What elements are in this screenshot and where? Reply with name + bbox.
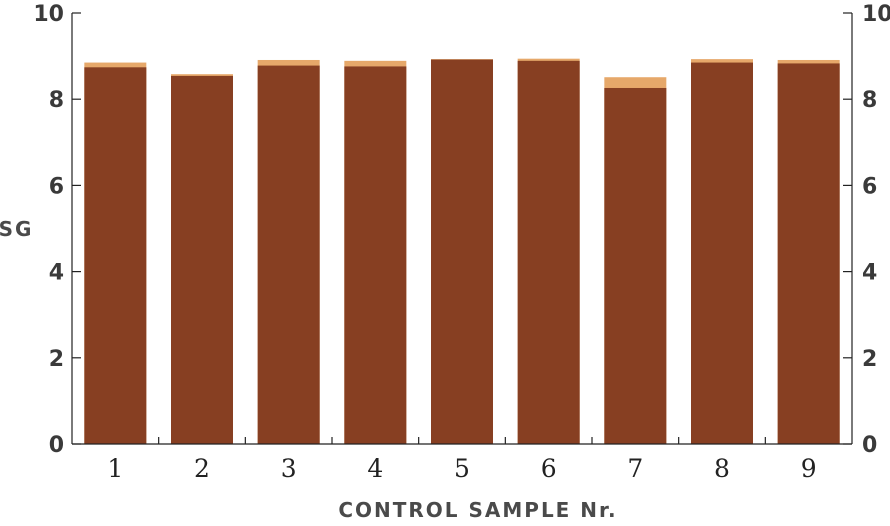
y-tick-label-left-4: 4 xyxy=(49,261,64,286)
bar-series2-sample-5 xyxy=(431,59,493,445)
bar-series2-sample-8 xyxy=(691,62,753,445)
y-tick-label-left-8: 8 xyxy=(49,88,64,113)
y-tick-label-right-2: 2 xyxy=(862,347,877,372)
bar-series2-sample-1 xyxy=(84,67,147,444)
x-tick-label-5: 5 xyxy=(454,454,470,483)
y-axis-title: SG xyxy=(0,217,33,241)
y-tick-label-left-2: 2 xyxy=(49,347,64,372)
bar-series2-sample-9 xyxy=(777,63,840,445)
x-tick-label-9: 9 xyxy=(801,454,817,483)
x-tick-label-6: 6 xyxy=(541,454,557,483)
y-tick-label-right-10: 10 xyxy=(862,2,890,27)
bar-series2-sample-4 xyxy=(344,66,407,444)
x-tick-label-8: 8 xyxy=(714,454,730,483)
x-tick-label-4: 4 xyxy=(367,454,383,483)
y-tick-label-right-4: 4 xyxy=(862,261,877,286)
y-tick-label-left-0: 0 xyxy=(49,433,64,458)
bar-series2-sample-2 xyxy=(171,75,233,445)
x-tick-label-7: 7 xyxy=(627,454,643,483)
bars-group xyxy=(84,58,840,445)
y-tick-label-left-10: 10 xyxy=(33,2,64,27)
y-tick-label-left-6: 6 xyxy=(49,174,64,199)
x-axis-title: CONTROL SAMPLE Nr. xyxy=(338,498,617,522)
y-tick-label-right-0: 0 xyxy=(862,433,877,458)
x-tick-label-1: 1 xyxy=(107,454,123,483)
y-tick-label-right-8: 8 xyxy=(862,88,877,113)
bar-series2-sample-3 xyxy=(257,65,320,444)
y-tick-label-right-6: 6 xyxy=(862,174,877,199)
bar-series2-sample-7 xyxy=(604,87,667,445)
x-tick-label-3: 3 xyxy=(281,454,297,483)
x-tick-label-2: 2 xyxy=(194,454,210,483)
bar-series2-sample-6 xyxy=(517,60,580,445)
axes-group: 0 0 2 2 4 4 6 6 8 8 10 10 1 2 3 4 5 6 7 8 9 xyxy=(33,2,890,483)
